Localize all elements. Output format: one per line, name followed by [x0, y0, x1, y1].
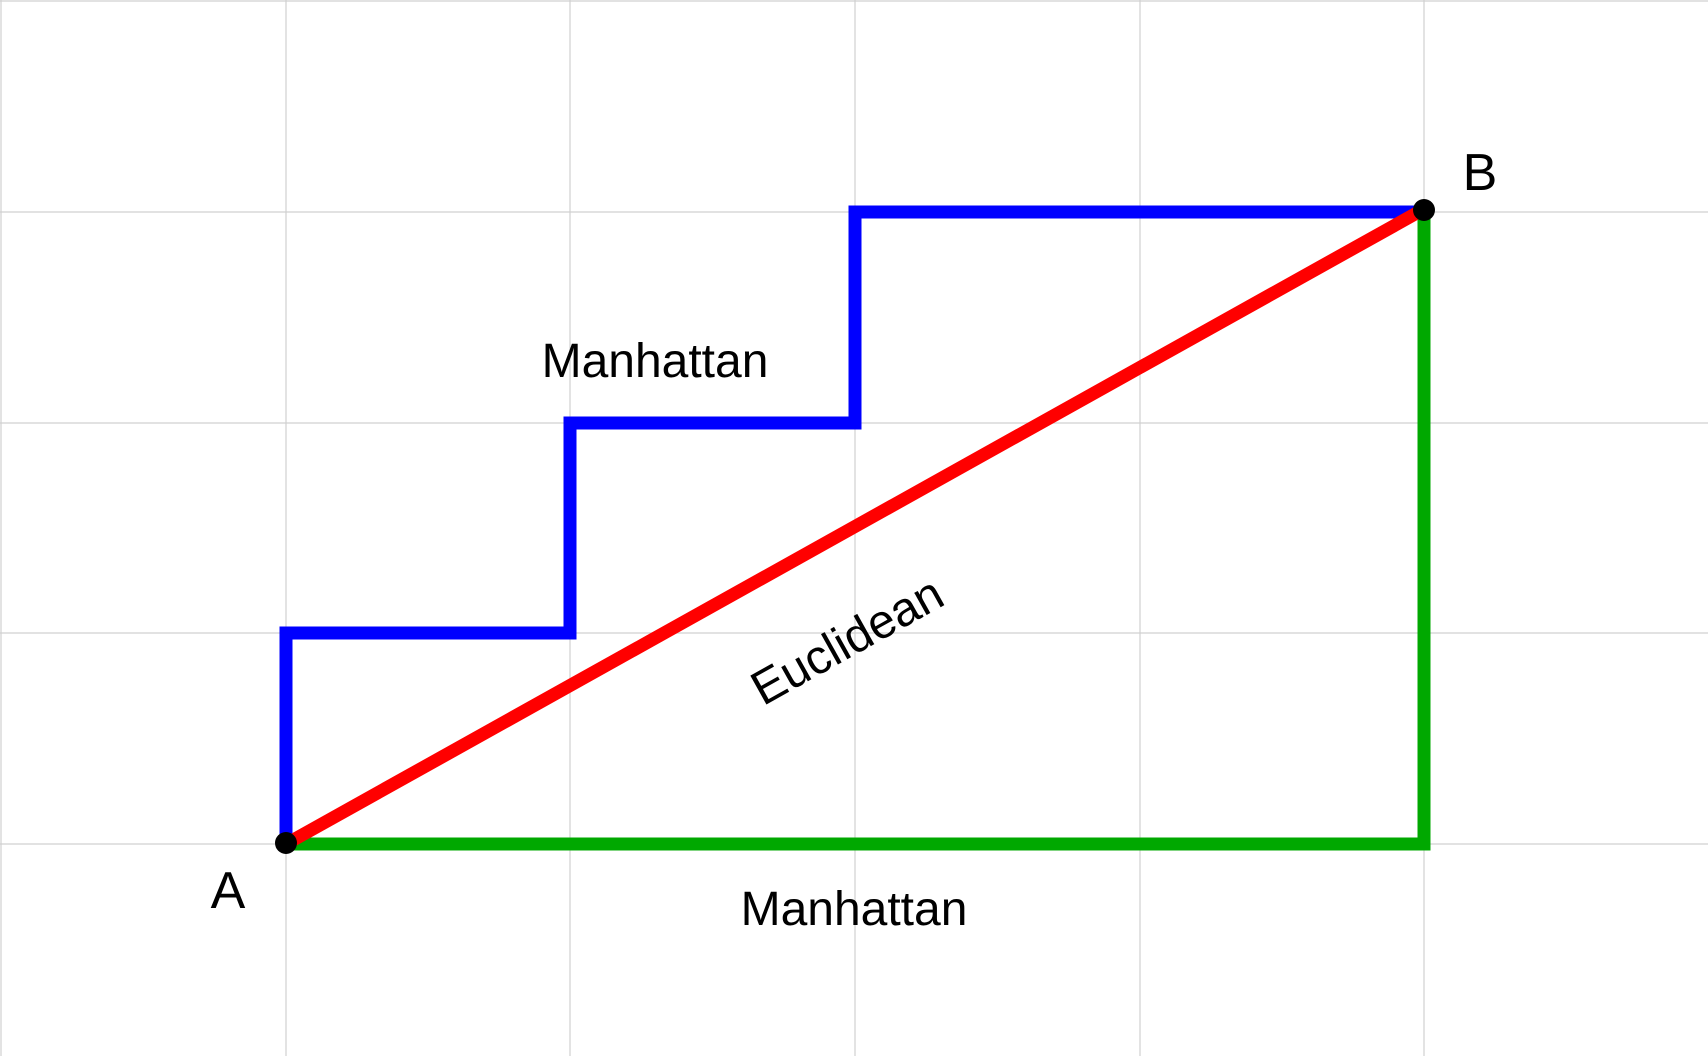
point-a-marker [275, 832, 297, 854]
euclidean-path [282, 203, 1428, 850]
point-b-label: B [1463, 144, 1498, 202]
manhattan-staircase-path [279, 205, 1424, 844]
point-b-marker [1413, 199, 1435, 221]
euclidean-label: Euclidean [742, 567, 952, 716]
manhattan-bottom-label: Manhattan [741, 883, 968, 936]
point-a-label: A [211, 862, 246, 920]
manhattan-l-path [286, 209, 1431, 851]
manhattan-top-label: Manhattan [542, 335, 769, 388]
